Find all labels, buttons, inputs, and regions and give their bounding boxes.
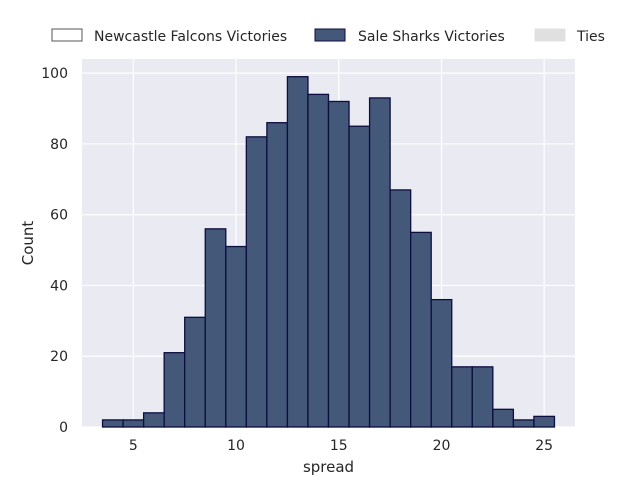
x-axis-label: spread <box>303 458 354 476</box>
y-tick-labels: 0 20 40 60 80 100 <box>41 66 68 436</box>
legend-swatch <box>51 28 83 42</box>
bar <box>512 419 535 428</box>
legend-swatch <box>314 28 346 42</box>
y-tick-label: 60 <box>50 208 68 224</box>
x-tick-label: 10 <box>227 438 245 454</box>
bar <box>327 100 350 428</box>
bar <box>163 352 186 428</box>
bar <box>286 76 309 428</box>
bar <box>204 228 227 428</box>
y-tick-label: 40 <box>50 278 68 294</box>
bar <box>492 408 515 428</box>
bar <box>142 412 165 428</box>
bar <box>245 136 268 428</box>
bar <box>101 419 124 428</box>
legend-label: Ties <box>576 29 605 45</box>
bar <box>307 93 330 428</box>
bars <box>101 76 556 428</box>
y-tick-label: 0 <box>59 420 68 436</box>
legend-label: Sale Sharks Victories <box>358 29 505 45</box>
bar <box>430 298 453 428</box>
bar <box>225 245 247 428</box>
bar <box>122 419 145 428</box>
bar <box>533 415 556 428</box>
x-tick-label: 20 <box>433 438 451 454</box>
x-tick-labels: 5 10 15 20 25 <box>129 438 553 454</box>
x-tick-label: 5 <box>129 438 138 454</box>
y-tick-label: 80 <box>50 137 68 153</box>
bar <box>389 189 412 428</box>
bar <box>266 122 289 428</box>
y-tick-label: 20 <box>50 349 68 365</box>
legend: Newcastle Falcons Victories Sale Sharks V… <box>51 28 605 45</box>
bar <box>471 366 494 428</box>
x-tick-label: 25 <box>535 438 553 454</box>
bar <box>184 316 206 428</box>
legend-swatch <box>534 28 566 42</box>
bar <box>368 97 391 428</box>
bar <box>348 125 371 428</box>
x-tick-label: 15 <box>330 438 348 454</box>
bar <box>451 366 473 428</box>
y-tick-label: 100 <box>41 66 68 82</box>
legend-label: Newcastle Falcons Victories <box>94 29 287 45</box>
bar <box>410 231 432 428</box>
y-axis-label: Count <box>19 221 37 266</box>
